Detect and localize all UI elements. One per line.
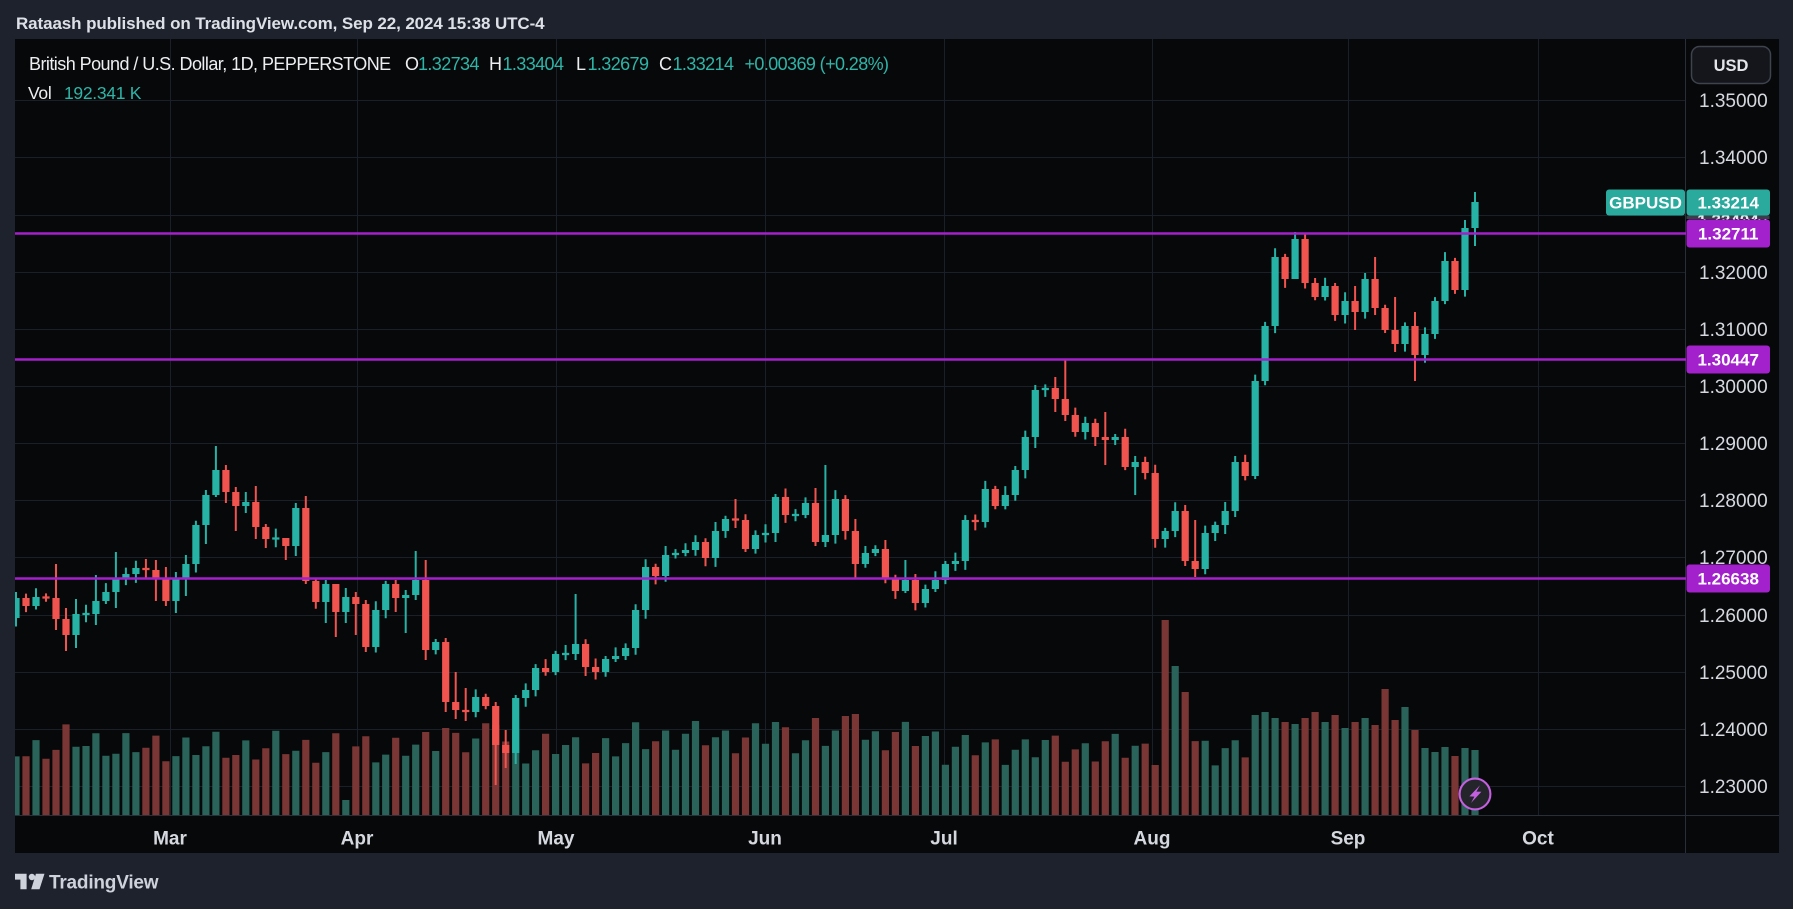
svg-text:Aug: Aug bbox=[1134, 829, 1171, 850]
svg-text:1.33404: 1.33404 bbox=[1697, 211, 1759, 230]
svg-text:1.33214: 1.33214 bbox=[1697, 194, 1759, 213]
svg-text:TradingView: TradingView bbox=[49, 873, 159, 894]
svg-text:1.34000: 1.34000 bbox=[1699, 148, 1768, 169]
svg-text:Mar: Mar bbox=[153, 829, 187, 850]
svg-text:1.32000: 1.32000 bbox=[1699, 263, 1768, 284]
svg-text:1.33404: 1.33404 bbox=[503, 54, 564, 74]
svg-text:1.26638: 1.26638 bbox=[1697, 570, 1758, 589]
svg-text:Apr: Apr bbox=[341, 829, 374, 850]
svg-text:1.35000: 1.35000 bbox=[1699, 91, 1768, 112]
svg-text:L: L bbox=[576, 54, 586, 74]
svg-text:1.32679: 1.32679 bbox=[588, 54, 649, 74]
svg-text:British Pound / U.S. Dollar, 1: British Pound / U.S. Dollar, 1D, PEPPERS… bbox=[29, 54, 391, 74]
svg-text:O: O bbox=[405, 54, 419, 74]
svg-text:1.30447: 1.30447 bbox=[1697, 351, 1758, 370]
svg-text:Rataash published on TradingVi: Rataash published on TradingView.com, Se… bbox=[16, 14, 545, 33]
svg-text:Jun: Jun bbox=[748, 829, 782, 850]
svg-text:1.25000: 1.25000 bbox=[1699, 663, 1768, 684]
svg-text:Jul: Jul bbox=[930, 829, 957, 850]
svg-text:Sep: Sep bbox=[1331, 829, 1366, 850]
svg-text:1.27000: 1.27000 bbox=[1699, 548, 1768, 569]
svg-text:192.341 K: 192.341 K bbox=[64, 83, 142, 103]
svg-text:GBPUSD: GBPUSD bbox=[1609, 194, 1682, 213]
svg-text:C: C bbox=[659, 54, 672, 74]
svg-text:Vol: Vol bbox=[28, 83, 51, 103]
svg-text:1.23000: 1.23000 bbox=[1699, 777, 1768, 798]
svg-text:Oct: Oct bbox=[1522, 829, 1554, 850]
svg-text:1.30000: 1.30000 bbox=[1699, 377, 1768, 398]
svg-text:1.33214: 1.33214 bbox=[673, 54, 734, 74]
svg-text:1.26000: 1.26000 bbox=[1699, 606, 1768, 627]
svg-text:H: H bbox=[489, 54, 501, 74]
svg-text:1.24000: 1.24000 bbox=[1699, 720, 1768, 741]
svg-text:1.29000: 1.29000 bbox=[1699, 434, 1768, 455]
svg-text:+0.00369 (+0.28%): +0.00369 (+0.28%) bbox=[745, 54, 889, 74]
svg-text:1.32711: 1.32711 bbox=[1698, 225, 1759, 244]
svg-text:1.31000: 1.31000 bbox=[1699, 320, 1768, 341]
svg-text:USD: USD bbox=[1714, 57, 1749, 75]
svg-text:1.28000: 1.28000 bbox=[1699, 491, 1768, 512]
svg-text:May: May bbox=[538, 829, 575, 850]
svg-text:1.32734: 1.32734 bbox=[418, 54, 479, 74]
